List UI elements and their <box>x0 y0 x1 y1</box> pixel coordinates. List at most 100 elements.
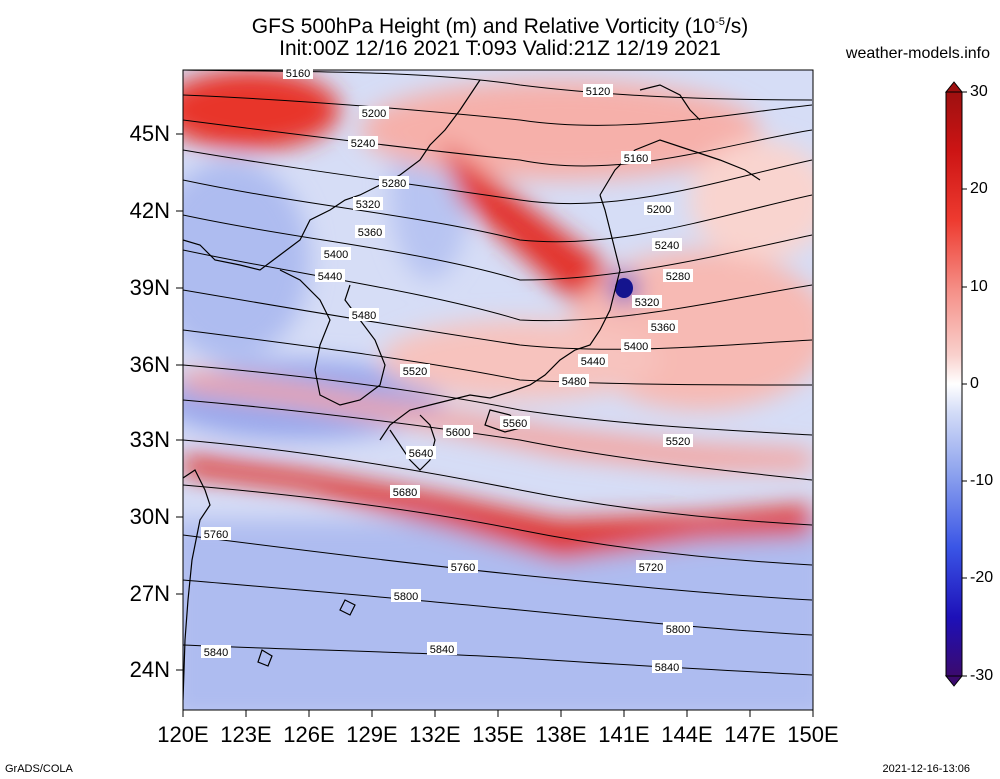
contour-label-bg <box>648 320 678 333</box>
colorbar-bottom-arrow <box>944 675 964 687</box>
contour-label-bg <box>355 225 385 238</box>
contour-label: 5680 <box>393 487 417 499</box>
contour-label: 5840 <box>430 644 454 656</box>
coast-islet <box>257 649 273 667</box>
coast-sakhalin <box>639 84 701 121</box>
contour-labels: 5160 5120 5200 5240 5160 5280 5200 5320 5360 5240… <box>201 66 693 674</box>
contour-label: 5440 <box>318 271 342 283</box>
contour-label-bg <box>201 527 231 540</box>
contour-label: 5280 <box>382 178 406 190</box>
contour-5680 <box>183 484 813 566</box>
contour-label: 5640 <box>409 448 433 460</box>
coast-korea-north <box>183 79 481 271</box>
contour-5440 <box>183 289 813 350</box>
contour-label: 5160 <box>286 68 310 80</box>
lat-label-30n: 30N <box>129 504 170 529</box>
contour-5520 <box>183 364 813 436</box>
contour-label-bg <box>632 295 662 308</box>
contour-label-bg <box>500 416 530 429</box>
lat-label-33n: 33N <box>129 427 170 452</box>
contour-label-bg <box>559 374 589 387</box>
contour-label-bg <box>400 364 430 377</box>
coast-korea <box>279 269 386 406</box>
contour-label: 5320 <box>635 297 659 309</box>
coast-okinawa <box>339 599 356 616</box>
lon-label-132e: 132E <box>409 722 461 747</box>
contour-label: 5240 <box>351 138 375 150</box>
colorbar-label-10: 10 <box>970 278 988 295</box>
colorbar-label-0: 0 <box>970 375 979 392</box>
field-shading <box>183 70 813 710</box>
contour-label-bg <box>443 425 473 438</box>
lon-label-129e: 129E <box>346 722 398 747</box>
colorbar-label-neg30: -30 <box>970 667 994 684</box>
title-text: GFS 500hPa Height (m) and Relative Vorti… <box>251 15 716 38</box>
contour-label: 5720 <box>639 562 663 574</box>
lat-label-27n: 27N <box>129 581 170 606</box>
contour-label-bg <box>315 269 345 282</box>
contour-label-bg <box>621 151 651 164</box>
contour-5360 <box>183 214 813 281</box>
contour-label: 5200 <box>647 204 671 216</box>
contour-label-bg <box>406 446 436 459</box>
colorbar-ticks <box>962 91 967 677</box>
contour-label: 5600 <box>446 427 470 439</box>
coast-hokkaido <box>599 139 761 196</box>
lat-label-24n: 24N <box>129 657 170 682</box>
credit-timestamp: 2021-12-16-13:06 <box>882 763 970 775</box>
title-exponent: -5 <box>715 16 725 28</box>
contour-label-bg <box>391 589 421 602</box>
chart-title: GFS 500hPa Height (m) and Relative Vorti… <box>120 9 880 40</box>
contour-5600 <box>183 439 813 526</box>
title-end: /s) <box>724 15 749 38</box>
contour-label-bg <box>578 354 608 367</box>
contour-label-bg <box>636 560 666 573</box>
contour-label-bg <box>427 642 457 655</box>
contour-label: 5560 <box>503 418 527 430</box>
contour-label-bg <box>349 308 379 321</box>
colorbar-label-30: 30 <box>970 83 988 100</box>
contour-label-bg <box>353 197 383 210</box>
lon-label-150e: 150E <box>787 722 839 747</box>
contour-label: 5160 <box>624 153 648 165</box>
contour-5200 <box>183 94 813 126</box>
contour-5480 <box>183 329 813 386</box>
contour-label: 5480 <box>352 310 376 322</box>
contour-5760 <box>183 534 813 601</box>
coast-china-east <box>183 469 211 701</box>
contour-label-bg <box>448 560 478 573</box>
contour-label: 5760 <box>451 562 475 574</box>
contour-label: 5800 <box>394 591 418 603</box>
contour-5800 <box>183 579 813 636</box>
contour-5560 <box>183 399 813 481</box>
contour-5240 <box>183 119 813 167</box>
site-name: weather-models.info <box>845 45 990 62</box>
contour-label-bg <box>348 136 378 149</box>
contour-5400 <box>183 249 813 322</box>
contour-label-bg <box>663 434 693 447</box>
lon-label-138e: 138E <box>535 722 587 747</box>
contour-label-bg <box>390 485 420 498</box>
contour-label: 5360 <box>358 227 382 239</box>
colorbar <box>944 81 967 687</box>
contour-label: 5240 <box>655 240 679 252</box>
contour-label-bg <box>379 176 409 189</box>
vortex-core <box>615 278 633 298</box>
lon-label-144e: 144E <box>661 722 713 747</box>
contour-5280 <box>183 149 813 205</box>
contour-label: 5200 <box>362 108 386 120</box>
contour-label: 5840 <box>655 662 679 674</box>
contour-label: 5520 <box>666 436 690 448</box>
contour-label-bg <box>663 622 693 635</box>
contour-label: 5840 <box>204 647 228 659</box>
lon-label-147e: 147E <box>724 722 776 747</box>
contour-label-bg <box>283 66 313 79</box>
colorbar-body <box>945 91 963 677</box>
lat-label-39n: 39N <box>129 275 170 300</box>
contour-label: 5280 <box>666 271 690 283</box>
vorticity-field <box>183 70 813 710</box>
contour-label: 5320 <box>356 199 380 211</box>
contour-label-bg <box>201 645 231 658</box>
lon-label-120e: 120E <box>157 722 209 747</box>
